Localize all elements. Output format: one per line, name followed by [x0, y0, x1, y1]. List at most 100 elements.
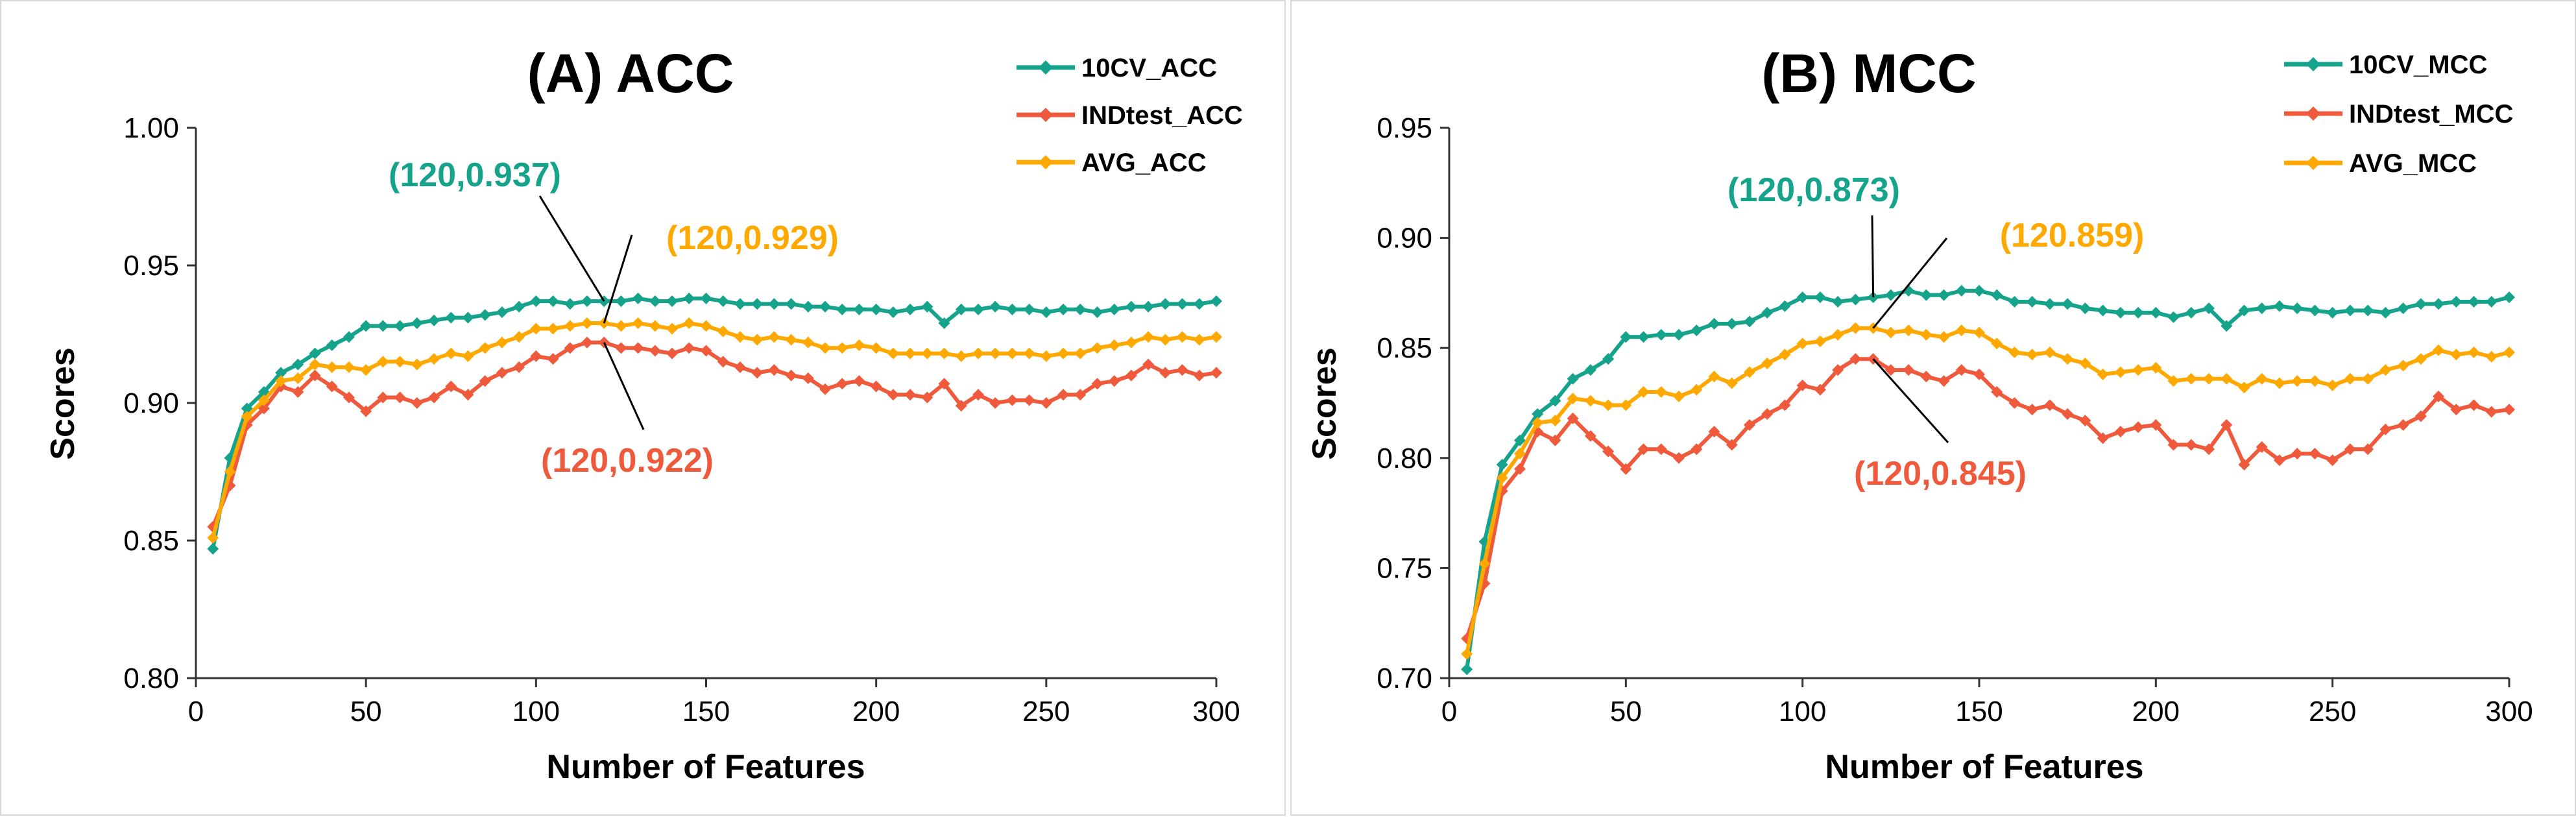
10cv-mcc-data-point: [1796, 291, 1809, 304]
indtest-mcc-data-point: [2114, 426, 2126, 438]
10cv-acc-data-point: [292, 358, 304, 371]
indtest-acc-data-point: [1193, 369, 1205, 382]
10cv-acc-data-point: [1125, 300, 1137, 313]
avg-mcc-data-point: [1796, 337, 1809, 350]
indtest-acc-data-point: [989, 397, 1002, 409]
10cv-mcc-data-point: [1920, 289, 1932, 301]
avg-mcc-data-point: [2256, 372, 2268, 385]
10cv-acc-data-point: [904, 303, 917, 315]
acc-annotation-label: (120,0.937): [389, 156, 561, 194]
indtest-mcc-data-point: [2097, 432, 2109, 445]
indtest-acc-data-point: [292, 386, 304, 398]
indtest-acc-data-point: [581, 336, 593, 348]
indtest-mcc-data-point: [2185, 439, 2197, 451]
avg-mcc-data-point: [1620, 399, 1632, 411]
avg-acc-data-point: [1023, 347, 1035, 360]
10cv-mcc-data-point: [1938, 289, 1950, 301]
avg-acc-data-point: [292, 372, 304, 384]
indtest-acc-data-point: [700, 345, 712, 357]
10cv-mcc-data-point: [2167, 311, 2180, 323]
avg-acc-data-point: [751, 334, 764, 346]
avg-mcc-data-point: [2097, 368, 2109, 380]
10cv-acc-data-point: [343, 331, 355, 343]
indtest-mcc-data-point: [2238, 458, 2250, 470]
avg-acc-data-point: [904, 347, 917, 360]
10cv-mcc-data-point: [1955, 285, 1968, 297]
indtest-mcc-data-point: [2221, 419, 2233, 431]
avg-mcc-data-point: [1708, 371, 1720, 383]
avg-mcc-data-point: [2150, 361, 2162, 374]
10cv-acc-data-point: [326, 339, 338, 351]
10cv-acc-data-point: [802, 300, 814, 313]
indtest-acc-data-point: [360, 405, 372, 417]
10cv-mcc-data-point: [1991, 289, 2003, 301]
10cv-mcc-data-point: [1567, 372, 1579, 385]
10cv-acc-data-point: [1057, 303, 1070, 315]
10cv-mcc-data-point: [1779, 300, 1791, 312]
indtest-mcc-data-point: [1796, 379, 1809, 391]
indtest-mcc-data-point: [1673, 452, 1685, 464]
indtest-acc-data-point: [1074, 389, 1087, 401]
10cv-mcc-data-point: [1513, 434, 1526, 446]
acc-y-tick-label: 0.85: [123, 525, 179, 557]
acc-x-tick-label: 200: [852, 696, 900, 727]
indtest-acc-data-point: [462, 389, 474, 401]
indtest-acc-data-point: [496, 367, 508, 379]
avg-acc-data-point: [666, 323, 679, 335]
mcc-x-tick-label: 150: [1955, 696, 2003, 727]
indtest-acc-data-point: [1108, 375, 1120, 387]
10cv-acc-data-point: [1006, 303, 1018, 315]
10cv-mcc-data-point: [1814, 291, 1826, 304]
10cv-mcc-data-point: [1867, 291, 1879, 304]
10cv-acc-data-point: [717, 295, 729, 308]
indtest-mcc-data-point: [1955, 364, 1968, 376]
mcc-x-tick-label: 100: [1779, 696, 1826, 727]
avg-mcc-data-point: [1513, 448, 1526, 460]
mcc-chart-svg: (B) MCC 0.70 0.75 0.80 0.85 0.90 0.95 0 50 100 150…: [1306, 43, 2533, 786]
indtest-acc-legend-marker: [1039, 108, 1053, 122]
indtest-mcc-data-point: [1832, 364, 1844, 376]
10cv-acc-data-point: [581, 295, 593, 308]
indtest-mcc-data-point: [1973, 368, 1985, 380]
indtest-mcc-data-point: [2433, 390, 2445, 402]
10cv-mcc-data-point: [1673, 328, 1685, 341]
indtest-mcc-data-point: [2008, 397, 2021, 409]
10cv-mcc-data-point: [2203, 302, 2215, 315]
acc-x-tick-label: 150: [682, 696, 730, 727]
avg-mcc-data-point: [1549, 415, 1561, 427]
10cv-acc-data-point: [683, 292, 695, 304]
avg-mcc-data-point: [2450, 348, 2462, 361]
10cv-mcc-legend-label: 10CV_MCC: [2349, 51, 2487, 79]
avg-mcc-data-point: [1496, 472, 1508, 484]
indtest-acc-data-point: [768, 364, 780, 376]
acc-annotation-leader: [603, 342, 645, 430]
10cv-mcc-data-point: [2433, 298, 2445, 310]
10cv-mcc-data-point: [2450, 295, 2462, 308]
10cv-acc-data-point: [836, 303, 849, 315]
avg-mcc-data-point: [2167, 375, 2180, 387]
10cv-acc-data-point: [972, 303, 984, 315]
10cv-acc-data-point: [445, 311, 457, 324]
avg-mcc-data-point: [2468, 346, 2480, 358]
10cv-mcc-data-point: [1496, 458, 1508, 470]
indtest-acc-data-point: [1091, 378, 1103, 390]
avg-acc-legend-label: AVG_ACC: [1081, 149, 1207, 177]
10cv-acc-data-point: [955, 303, 967, 315]
avg-mcc-legend-label: AVG_MCC: [2349, 149, 2477, 178]
avg-mcc-data-point: [2414, 353, 2427, 365]
indtest-acc-data-point: [445, 380, 457, 393]
10cv-acc-data-point: [309, 347, 321, 360]
avg-mcc-data-point: [1973, 326, 1985, 339]
avg-mcc-data-point: [2043, 346, 2056, 358]
10cv-acc-data-point: [632, 292, 644, 304]
indtest-acc-data-point: [938, 378, 950, 390]
10cv-acc-data-point: [819, 300, 832, 313]
indtest-acc-data-point: [1159, 367, 1172, 379]
indtest-mcc-data-point: [1920, 371, 1932, 383]
indtest-acc-data-point: [632, 342, 644, 354]
10cv-acc-data-point: [496, 306, 508, 319]
indtest-acc-data-point: [819, 383, 832, 395]
10cv-mcc-data-point: [1832, 295, 1844, 308]
indtest-acc-data-point: [972, 389, 984, 401]
10cv-acc-data-point: [1108, 303, 1120, 315]
